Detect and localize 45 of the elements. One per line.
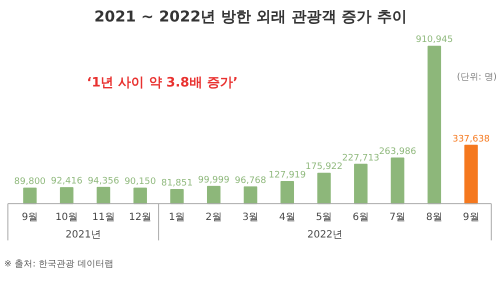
text: 2022년 — [307, 230, 343, 241]
bar — [60, 187, 74, 204]
annotation: (단위: 명) — [456, 72, 497, 83]
data-label: 92,416 — [50, 176, 83, 187]
bar — [280, 181, 294, 204]
data-label: 94,356 — [88, 176, 120, 186]
x-tick-label: 6월 — [352, 212, 369, 224]
bar — [464, 144, 478, 204]
bar — [354, 164, 368, 204]
x-tick-label: 9월 — [462, 212, 480, 224]
bar — [133, 188, 147, 204]
data-label: 81,851 — [161, 178, 193, 189]
x-tick-label: 12월 — [128, 212, 152, 224]
data-label: 89,800 — [14, 177, 46, 188]
bar — [428, 46, 442, 204]
bar — [170, 189, 184, 204]
x-tick-label: 7월 — [389, 212, 406, 224]
text: ‘1년 사이 약 3.8배 증가’ — [86, 75, 238, 90]
bar — [317, 172, 331, 204]
data-label: 175,922 — [305, 162, 343, 172]
chart-title: 2021 ~ 2022년 방한 외래 관광객 증가 추이 — [94, 8, 407, 26]
bar — [390, 158, 404, 204]
x-tick-label: 1월 — [168, 212, 186, 224]
bar — [244, 186, 258, 204]
x-tick-label: 11월 — [92, 212, 115, 224]
bar — [96, 186, 110, 204]
x-tick-label: 5월 — [316, 212, 332, 224]
text: ※ 출처: 한국관광 데이터랩 — [4, 260, 114, 270]
data-label: 90,150 — [124, 177, 156, 188]
bar — [206, 186, 220, 204]
text: 2021년 — [65, 230, 101, 241]
data-label: 127,919 — [268, 170, 306, 181]
x-tick-label: 8월 — [426, 212, 443, 224]
x-tick-label: 9월 — [22, 212, 38, 224]
x-tick-label: 3월 — [242, 212, 259, 224]
data-label: 263,986 — [378, 147, 416, 158]
data-label: 99,999 — [198, 175, 230, 186]
data-label: 337,638 — [452, 134, 490, 144]
x-tick-label: 4월 — [279, 212, 296, 224]
x-tick-label: 10월 — [55, 212, 78, 224]
bar — [23, 188, 37, 204]
data-label: 227,713 — [342, 153, 380, 164]
x-tick-label: 2월 — [206, 212, 222, 224]
data-label: 96,768 — [234, 176, 267, 186]
data-label: 910,945 — [416, 35, 453, 46]
